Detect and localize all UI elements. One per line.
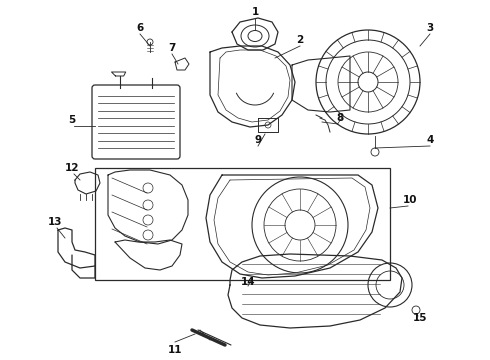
Text: 13: 13 xyxy=(48,217,62,227)
Text: 4: 4 xyxy=(426,135,434,145)
Text: 5: 5 xyxy=(69,115,75,125)
Text: 12: 12 xyxy=(65,163,79,173)
Text: 10: 10 xyxy=(403,195,417,205)
Text: 15: 15 xyxy=(413,313,427,323)
Text: 14: 14 xyxy=(241,277,255,287)
Text: 8: 8 xyxy=(336,113,343,123)
Text: 1: 1 xyxy=(251,7,259,17)
Bar xyxy=(95,168,390,280)
Text: 11: 11 xyxy=(168,345,182,355)
Text: 3: 3 xyxy=(426,23,434,33)
Text: 9: 9 xyxy=(254,135,262,145)
Text: 2: 2 xyxy=(296,35,304,45)
Text: 6: 6 xyxy=(136,23,144,33)
Text: 7: 7 xyxy=(168,43,176,53)
